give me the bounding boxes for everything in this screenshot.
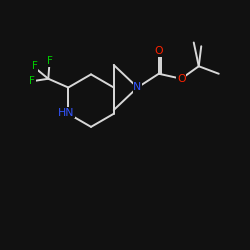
Text: O: O	[177, 74, 186, 84]
Text: F: F	[29, 76, 35, 86]
Text: O: O	[154, 46, 163, 56]
Text: N: N	[134, 82, 141, 92]
Text: F: F	[46, 56, 52, 66]
Text: HN: HN	[58, 108, 74, 118]
Text: F: F	[32, 61, 38, 71]
